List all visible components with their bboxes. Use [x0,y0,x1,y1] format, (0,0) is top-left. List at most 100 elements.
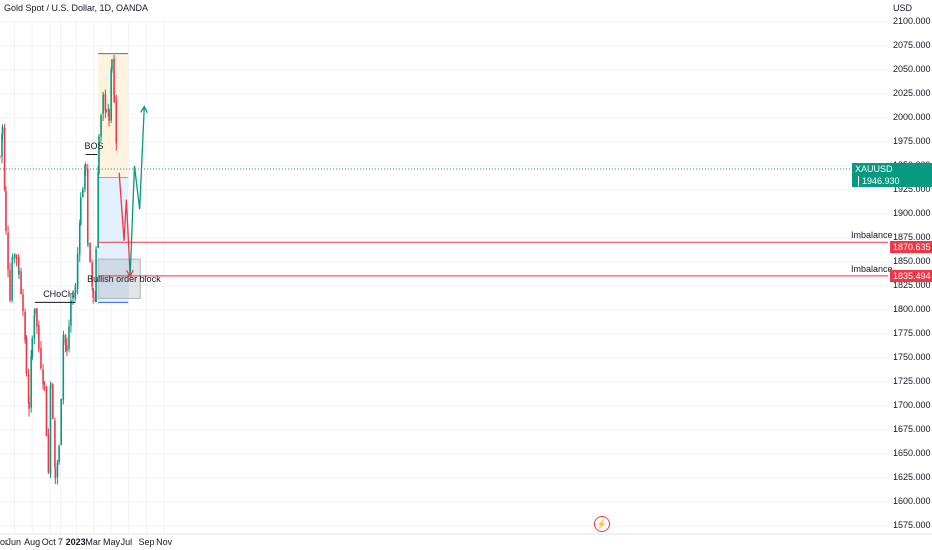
y-tick-label: 1600.000 [893,496,931,506]
candle-body [49,386,52,475]
candle-body [38,325,40,349]
candle-body [24,311,26,340]
candle-body [82,189,84,198]
y-tick-label: 2025.000 [893,88,931,98]
symbol-price-tag[interactable]: XAUUSD 1946.930 [852,162,932,187]
order-block-box [97,258,141,299]
candle-body [70,300,72,326]
candle-body [33,315,36,339]
y-tick-label: 1650.000 [893,448,931,458]
y-tick-label: 2100.000 [893,16,931,26]
candle-body [1,133,3,157]
y-tick-label: 1850.000 [893,256,931,266]
candle-body [36,308,38,327]
candle-body [49,383,52,387]
candle-body [115,100,118,144]
supply-zone [98,53,129,178]
y-tick-label: 1725.000 [893,376,931,386]
imbalance-label-2: Imbalance [851,263,893,274]
x-tick-label: Nov [156,537,173,547]
candle-body [3,128,6,190]
candle-body [102,94,105,96]
x-tick-label: Jun [6,537,22,547]
candle-body [68,326,70,350]
y-tick-label: 2050.000 [893,64,931,74]
candle-body [98,136,100,174]
candle-body [111,59,113,70]
candle-body [92,288,94,298]
candlesticks [0,54,118,485]
y-tick-label: 1875.000 [893,232,931,242]
candle-body [102,94,104,114]
demand-zone [98,177,129,303]
projection-down-arrowhead [125,269,134,278]
candle-body [113,95,116,103]
imbalance-price-tag-2: 1835.494 [890,269,932,282]
symbol-label: XAUUSD [855,163,893,174]
candle-body [15,254,18,260]
candle-body [84,164,87,171]
choch-label: CHoCH [43,289,75,300]
candle-body [60,399,62,445]
candle-body [54,420,56,468]
candle-body [25,338,28,374]
candle-body [104,93,107,111]
order-block-label: Bullish order block [87,273,161,284]
candle-body [79,197,82,225]
candle-body [42,369,44,385]
candle-body [86,168,89,243]
candle-body [62,334,65,343]
candle-body [64,335,67,346]
x-tick-label: Aug [24,537,41,547]
candle-body [100,115,102,137]
candle-body [34,308,36,314]
candle-body [20,271,22,294]
candle-body [76,253,79,289]
candle-body [43,382,46,385]
x-tick-label: 2023 [65,537,86,547]
x-tick-label: Oct [41,537,56,547]
grid-lines [0,21,888,534]
y-tick-label: 1625.000 [893,472,931,482]
candle-body [11,261,13,301]
annotations [0,105,888,303]
candle-body [89,242,91,262]
candle-body [30,355,32,408]
candle-body [110,69,112,121]
candle-body [97,172,99,249]
candle-body [13,254,16,258]
x-tick-label: 7 [57,537,63,547]
candle-body [31,338,34,358]
x-tick-label: Mar [85,537,101,547]
candle-body [47,434,50,473]
y-tick-label: 1700.000 [893,400,931,410]
imbalance-label-1: Imbalance [851,230,893,241]
candle-body [108,109,110,122]
candle-body [11,256,14,260]
last-price-label: 1946.930 [858,175,900,186]
y-tick-label: 1575.000 [893,520,931,530]
chart-title: Gold Spot / U.S. Dollar, 1D, OANDA [4,3,149,13]
candle-body [52,384,54,420]
imbalance-price-tag-1: 1870.635 [890,241,932,254]
candle-body [62,341,65,400]
y-tick-label: 1900.000 [893,208,931,218]
candle-body [1,126,4,135]
candle-body [40,347,42,369]
y-tick-label: 1675.000 [893,424,931,434]
candle-body [84,164,86,190]
candle-body [95,248,97,303]
lightning-icon[interactable]: ⚡ [594,516,610,532]
candle-body [66,345,68,352]
projection-down [118,172,131,277]
y-tick-label: 1750.000 [893,352,931,362]
candle-body [22,294,24,312]
y-tick-label: 1825.000 [893,280,931,290]
candle-body [54,467,57,479]
y-tick-label: 1775.000 [893,328,931,338]
x-tick-label: Jul [120,537,133,547]
candle-body [94,297,96,301]
x-tick-label: May [102,537,120,547]
candle-body [5,190,7,231]
y-tick-label: 2000.000 [893,112,931,122]
